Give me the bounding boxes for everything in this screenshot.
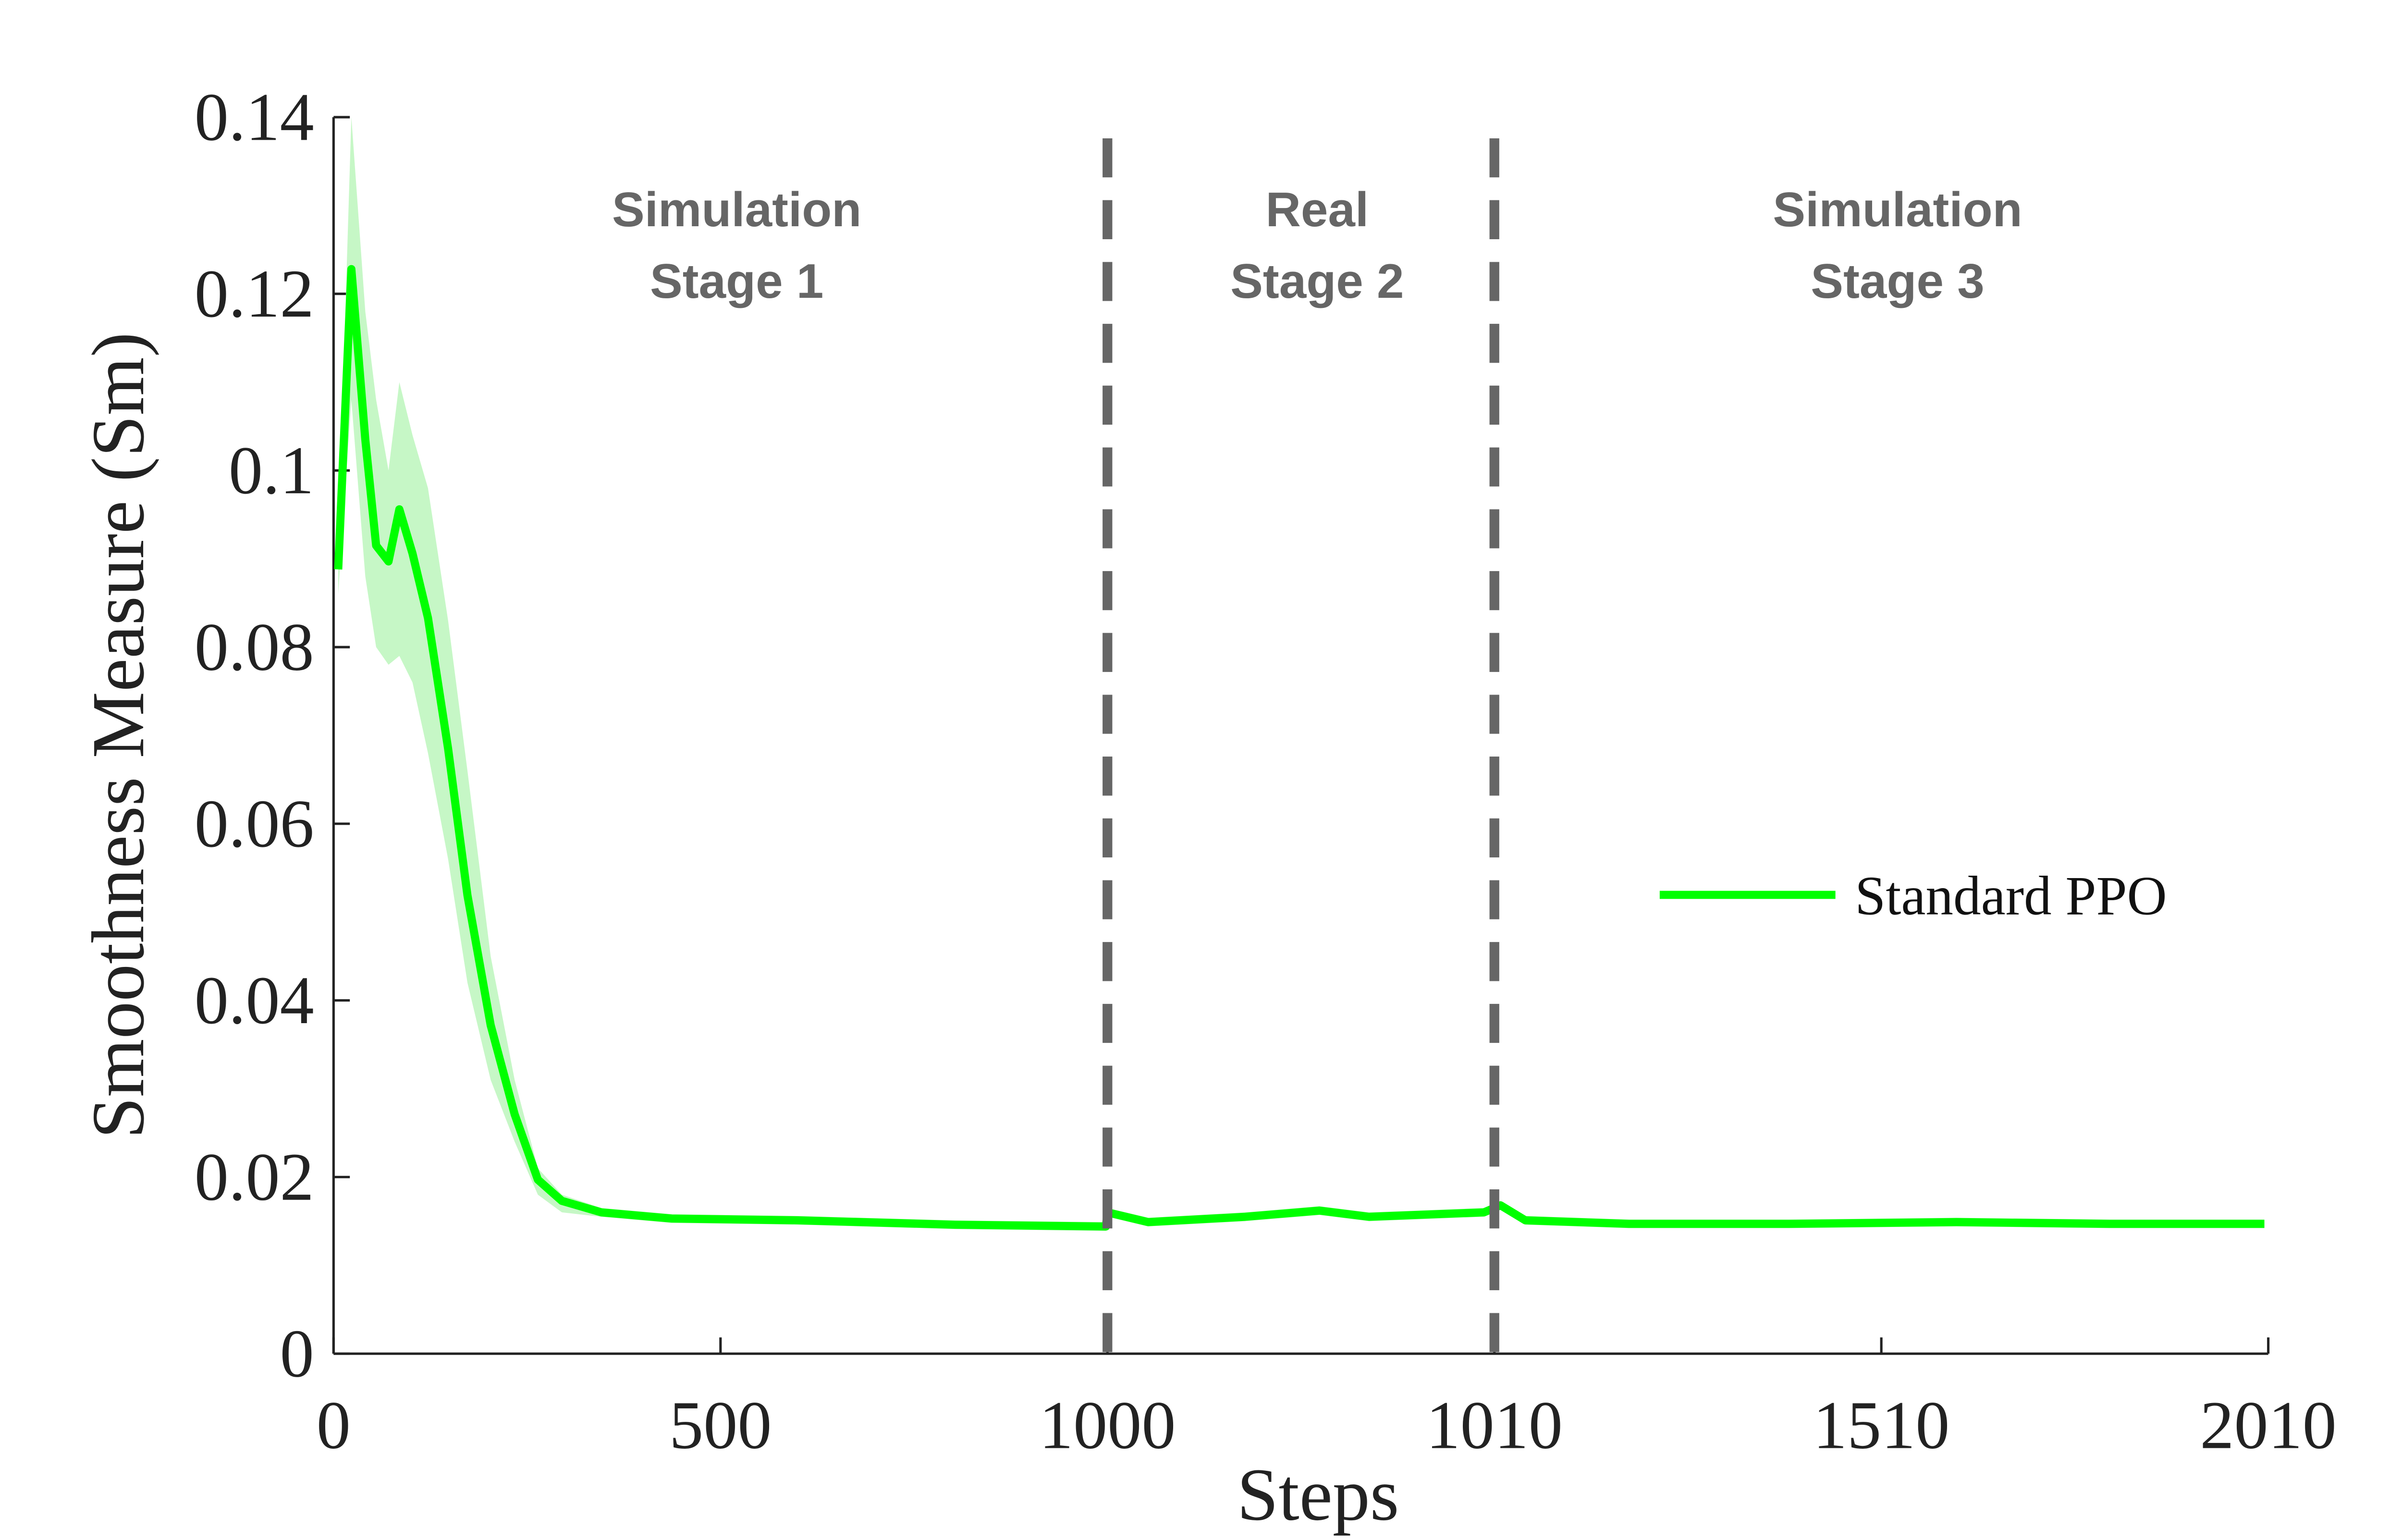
y-tick-label: 0.02 [195,1139,314,1215]
x-tick-label: 0 [317,1387,351,1463]
stage-label: Simulation [1773,182,2022,237]
x-tick-label: 2010 [2200,1387,2337,1463]
y-tick-label: 0.06 [195,785,314,861]
line [334,265,2265,1231]
x-axis-label: Steps [1237,1453,1399,1536]
y-tick-label: 0.14 [195,79,314,155]
x-tick-label: 500 [669,1387,772,1463]
y-tick-label: 0 [280,1316,314,1392]
x-tick-label: 1000 [1039,1387,1176,1463]
y-tick-label: 0.1 [229,432,314,508]
y-axis-label: Smoothness Measure (Sm) [76,332,159,1139]
stage-label: Real [1266,182,1369,237]
x-tick-label: 1010 [1426,1387,1563,1463]
x-tick-label: 1510 [1813,1387,1950,1463]
y-tick-label: 0.12 [195,256,314,331]
stage-label: Stage 1 [650,254,823,308]
legend-label: Standard PPO [1855,865,2167,927]
stage-label: Simulation [612,182,861,237]
stage-label: Stage 2 [1230,254,1404,308]
y-tick-label: 0.04 [195,962,314,1038]
y-tick-label: 0.08 [195,609,314,685]
stage-label: Stage 3 [1811,254,1984,308]
